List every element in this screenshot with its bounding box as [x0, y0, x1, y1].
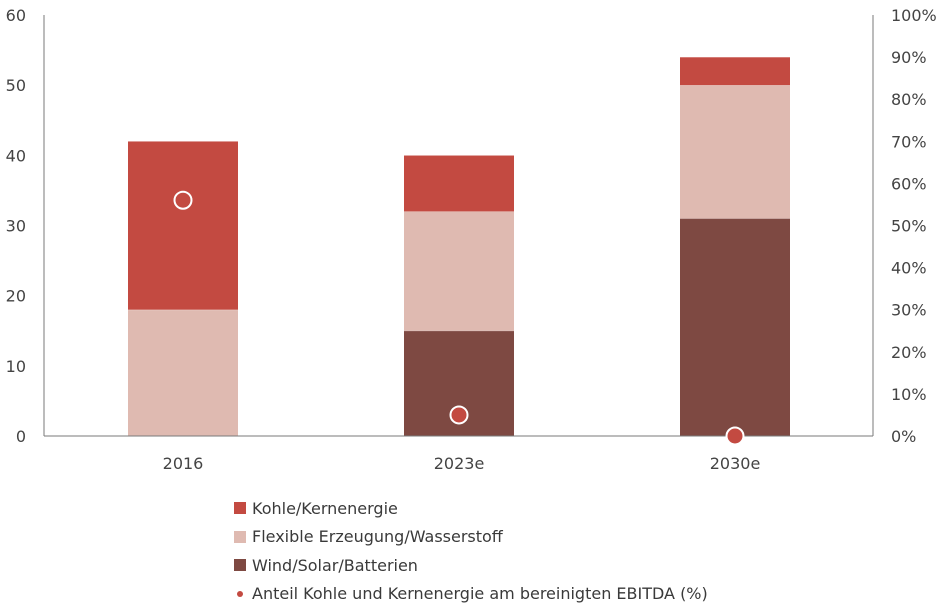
bar-segment [680, 57, 790, 86]
ebitda-share-marker [725, 426, 745, 446]
y-tick-label: 0 [16, 427, 26, 446]
y-tick-label: 10 [6, 357, 26, 376]
y2-tick-label: 90% [891, 48, 927, 67]
y2-tick-label: 70% [891, 132, 927, 151]
ebitda-share-marker [173, 190, 193, 210]
y2-tick-label: 40% [891, 259, 927, 278]
stacked-bar-chart: 0 10 20 30 40 50 60 0% 10% 20% 30% 40% 50% 60% 70% 80%… [6, 6, 937, 473]
bar-segment [128, 309, 238, 436]
ebitda-share-markers [173, 190, 745, 446]
bar-segment [404, 211, 514, 331]
bars [128, 56, 790, 436]
bar-segment [128, 141, 238, 310]
y-tick-label: 30 [6, 217, 26, 236]
y2-tick-label: 80% [891, 90, 927, 109]
y-tick-label: 60 [6, 6, 26, 25]
x-category-label: 2030e [710, 454, 761, 473]
x-category-label: 2023e [434, 454, 485, 473]
x-axis-labels: 2016 2023e 2030e [163, 454, 761, 473]
bar-segment [680, 218, 790, 436]
y2-tick-label: 60% [891, 174, 927, 193]
ebitda-share-dot-icon [237, 590, 243, 597]
y2-tick-label: 100% [891, 6, 937, 25]
y2-tick-label: 30% [891, 301, 927, 320]
legend-item-flexible-hydrogen: Flexible Erzeugung/Wasserstoff [234, 523, 708, 552]
y-tick-label: 50 [6, 76, 26, 95]
y2-tick-label: 0% [891, 427, 916, 446]
legend: Kohle/Kernenergie Flexible Erzeugung/Was… [234, 494, 708, 608]
legend-item-ebitda-share: Anteil Kohle und Kernenergie am bereinig… [234, 580, 708, 609]
coal-nuclear-swatch-icon [234, 502, 246, 515]
legend-label: Wind/Solar/Batterien [252, 555, 418, 575]
left-axis-ticks: 0 10 20 30 40 50 60 [6, 6, 26, 446]
y2-tick-label: 50% [891, 217, 927, 236]
flexible-hydrogen-swatch-icon [234, 530, 246, 543]
y-tick-label: 20 [6, 287, 26, 306]
bar-segment [680, 85, 790, 219]
ebitda-share-marker [449, 405, 469, 425]
legend-item-coal-nuclear: Kohle/Kernenergie [234, 494, 708, 523]
legend-item-wind-solar-batteries: Wind/Solar/Batterien [234, 551, 708, 580]
legend-label: Kohle/Kernenergie [252, 498, 398, 518]
legend-label: Flexible Erzeugung/Wasserstoff [252, 527, 503, 547]
right-axis-ticks: 0% 10% 20% 30% 40% 50% 60% 70% 80% 90% 100% [891, 6, 937, 446]
legend-label: Anteil Kohle und Kernenergie am bereinig… [252, 584, 708, 604]
bar-segment [404, 155, 514, 212]
x-category-label: 2016 [163, 454, 204, 473]
y-tick-label: 40 [6, 146, 26, 165]
wind-solar-swatch-icon [234, 559, 246, 572]
y2-tick-label: 10% [891, 385, 927, 404]
y2-tick-label: 20% [891, 343, 927, 362]
